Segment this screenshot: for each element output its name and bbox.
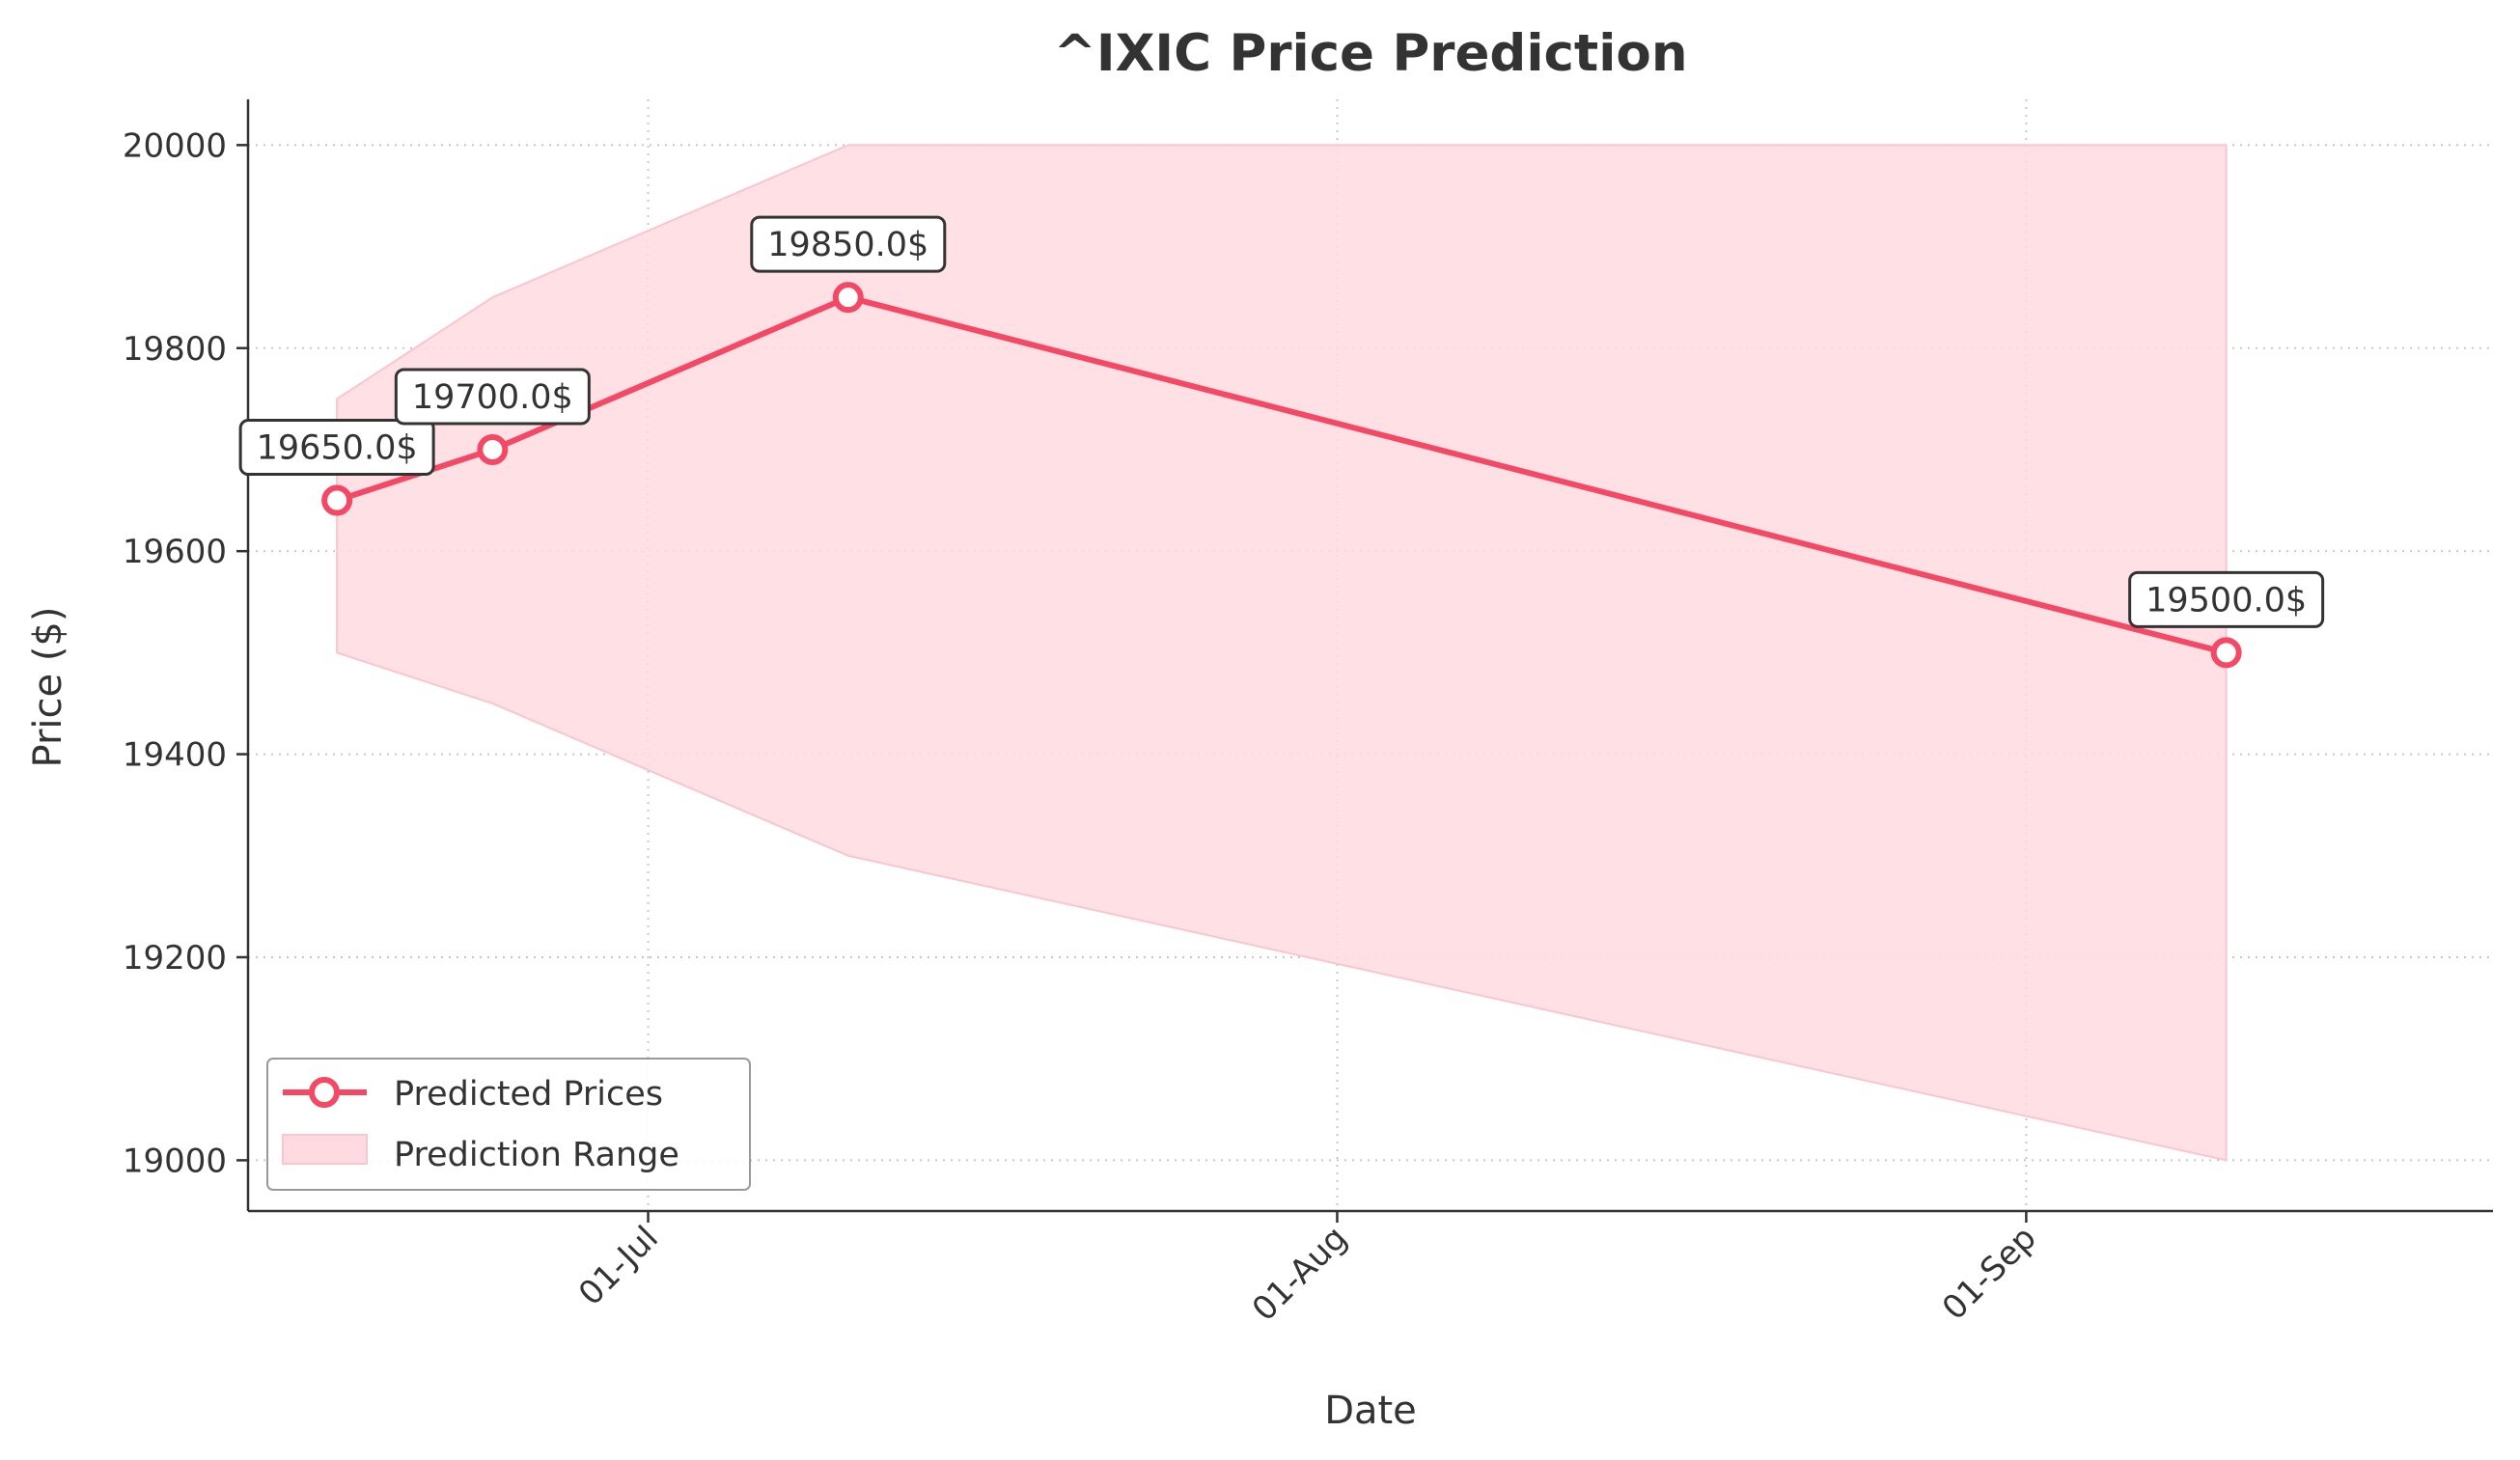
predicted-price-point: [321, 484, 353, 516]
prediction-range-area: [336, 144, 2228, 1162]
chart-title: ^IXIC Price Prediction: [1053, 24, 1687, 83]
y-tick-label: 19600: [123, 533, 227, 571]
y-tick-label: 20000: [123, 126, 227, 165]
legend-label-predicted-prices: Predicted Prices: [394, 1075, 663, 1114]
legend-label-prediction-range: Prediction Range: [394, 1136, 679, 1174]
x-tick-label: 01-Aug: [1245, 1219, 1355, 1329]
data-label: 19700.0$: [412, 378, 573, 417]
prediction-range-layer: [336, 144, 2228, 1162]
y-tick-label: 19200: [123, 939, 227, 978]
predicted-price-point: [832, 282, 864, 314]
y-tick-label: 19000: [123, 1142, 227, 1180]
legend-box: [266, 1058, 751, 1191]
data-label: 19650.0$: [257, 429, 418, 468]
data-label: 19500.0$: [2146, 581, 2307, 620]
x-axis-label: Date: [1324, 1389, 1417, 1433]
legend-range-swatch: [282, 1134, 368, 1165]
legend-marker-swatch: [309, 1077, 340, 1108]
y-tick-label: 19400: [123, 736, 227, 775]
data-label-box: [750, 215, 947, 273]
axes: [236, 99, 2493, 1223]
data-label: 19850.0$: [767, 226, 928, 264]
data-labels: 19650.0$ 19700.0$ 19850.0$ 19500.0$: [238, 215, 2325, 628]
x-tick-label: 01-Jul: [571, 1219, 666, 1313]
predicted-price-point: [477, 433, 509, 465]
y-tick-label: 19800: [123, 330, 227, 369]
data-label-box: [238, 419, 435, 477]
data-label-box: [2128, 570, 2325, 628]
x-tick-label: 01-Sep: [1935, 1219, 2044, 1328]
predicted-price-point: [2210, 637, 2242, 669]
legend: Predicted Prices Prediction Range: [266, 1058, 751, 1191]
y-axis-label: Price ($): [26, 607, 70, 768]
data-label-box: [394, 368, 591, 426]
